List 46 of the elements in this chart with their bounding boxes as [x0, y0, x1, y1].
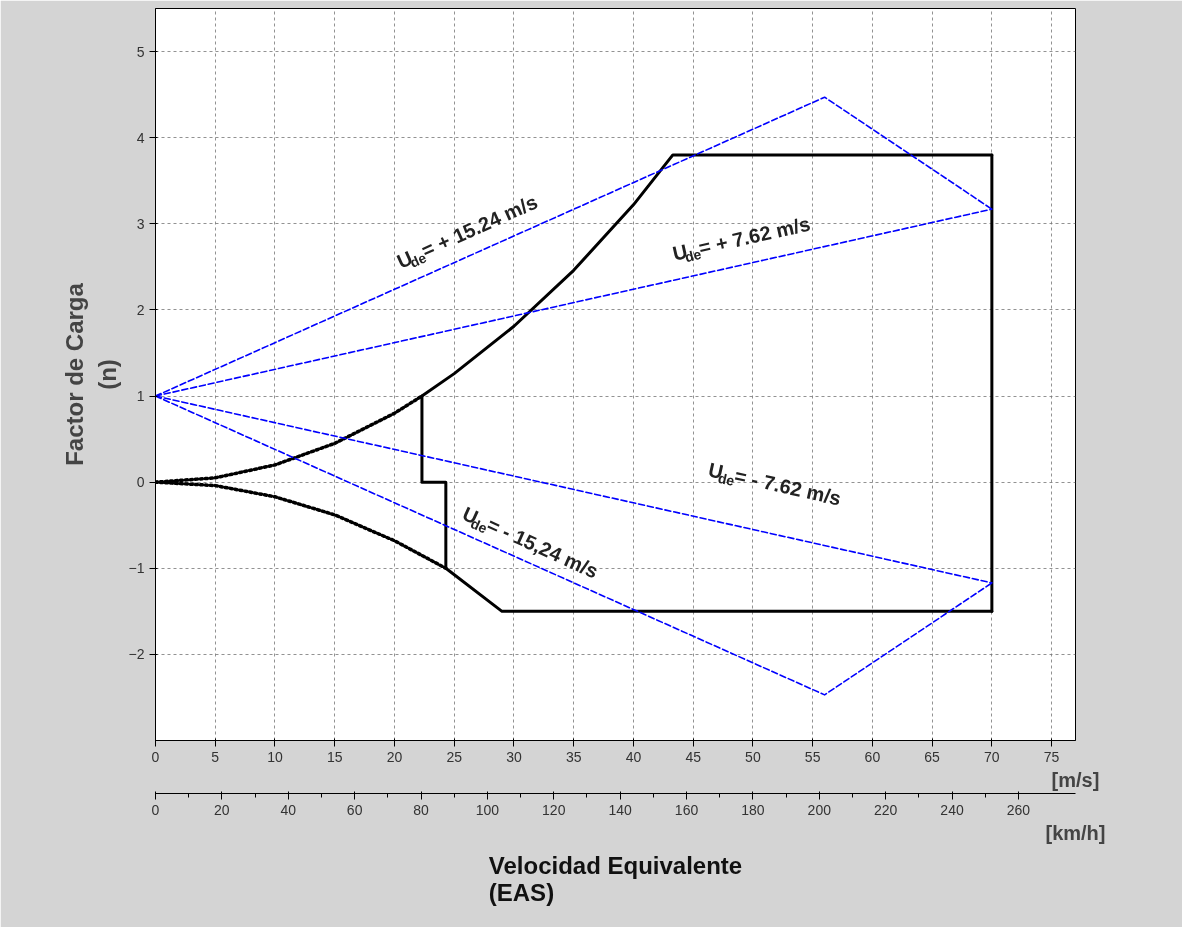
x-tick-label: 45 — [685, 748, 702, 765]
x-tick-label: 0 — [151, 748, 160, 765]
x-tick-label: 55 — [804, 748, 821, 765]
x2-tick-label: 160 — [674, 801, 699, 818]
x2-tick-label: 140 — [608, 801, 633, 818]
y-tick-label: −1 — [128, 560, 145, 577]
x2-tick-label: 60 — [346, 801, 363, 818]
x-tick-label: 60 — [864, 748, 881, 765]
x-axis-title: [m/s] — [1051, 768, 1100, 791]
y-tick-label: 5 — [136, 43, 145, 60]
y-tick-label: 4 — [136, 129, 145, 146]
annotation: Ude = - 15,24 m/s — [459, 502, 602, 583]
x2-tick-label: 40 — [280, 801, 297, 818]
x-tick-label: 35 — [565, 748, 582, 765]
x2-tick-label: 200 — [807, 801, 832, 818]
x2-tick-label: 100 — [475, 801, 500, 818]
y-tick-label: 1 — [136, 388, 145, 405]
x2-tick-label: 0 — [151, 801, 160, 818]
x-tick-label: 5 — [211, 748, 220, 765]
x-tick-label: 20 — [386, 748, 403, 765]
x2-axis-title: [km/h] — [1045, 821, 1106, 844]
x2-tick-label: 260 — [1006, 801, 1031, 818]
x-tick-label: 65 — [924, 748, 941, 765]
x-tick-label: 50 — [745, 748, 761, 765]
x-tick-label: 75 — [1043, 748, 1060, 765]
x2-tick-label: 220 — [873, 801, 898, 818]
y-tick-label: −2 — [128, 646, 145, 663]
x-tick-label: 10 — [267, 748, 283, 765]
annotation: Ude = + 7.62 m/s — [670, 212, 813, 266]
x-tick-label: 30 — [506, 748, 522, 765]
y-axis-title: Factor de Carga (n) — [61, 282, 121, 466]
x-tick-label: 40 — [625, 748, 642, 765]
y-tick-label: 2 — [136, 301, 145, 318]
text: Velocidad Equivalente (EAS) — [488, 851, 743, 906]
x2-tick-label: 240 — [940, 801, 964, 818]
y-tick-label: 3 — [136, 215, 145, 232]
x2-tick-label: 120 — [542, 801, 566, 818]
x-tick-label: 25 — [446, 748, 463, 765]
x-tick-label: 15 — [326, 748, 343, 765]
x2-tick-label: 80 — [413, 801, 430, 818]
x2-tick-label: 20 — [214, 801, 230, 818]
annotation: Ude = + 15.24 m/s — [393, 190, 541, 273]
x2-tick-label: 180 — [741, 801, 765, 818]
x-tick-label: 70 — [984, 748, 1000, 765]
annotation: Ude = - 7.62 m/s — [706, 458, 844, 510]
y-tick-label: 0 — [136, 474, 145, 491]
